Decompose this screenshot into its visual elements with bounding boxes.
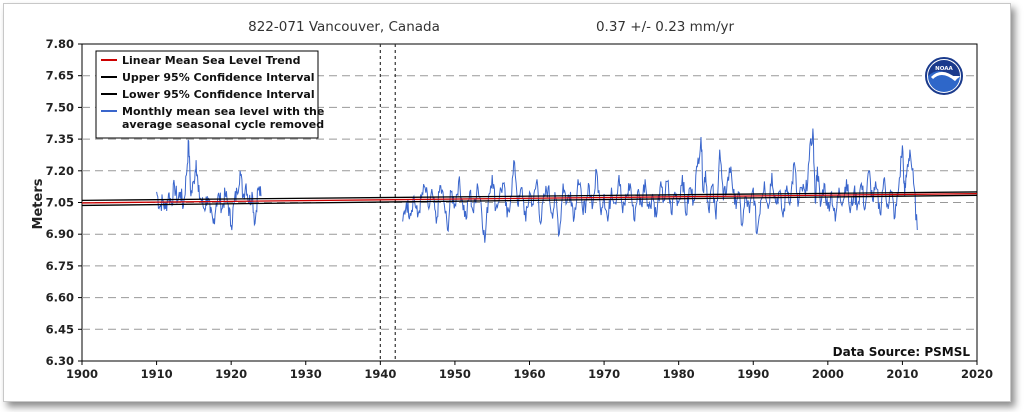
x-tick-label: 1980 [663, 367, 695, 381]
legend-label-lower: Lower 95% Confidence Interval [122, 88, 315, 101]
y-tick-label: 6.60 [46, 291, 74, 305]
data-source-label: Data Source: PSMSL [833, 345, 971, 359]
trend-lines [81, 191, 978, 207]
x-tick-label: 1960 [513, 367, 545, 381]
upper-ci-line [81, 191, 978, 202]
y-tick-label: 7.20 [46, 164, 74, 178]
x-tick-label: 1910 [141, 367, 173, 381]
y-axis-ticks: 7.80 7.65 7.50 7.35 7.20 7.05 6.90 6.75 6.60 6.45… [46, 37, 82, 368]
x-tick-label: 2020 [961, 367, 993, 381]
y-tick-label: 6.90 [46, 227, 74, 241]
sea-level-chart: 822-071 Vancouver, Canada 0.37 +/- 0.23 … [31, 19, 993, 381]
legend-label-trend: Linear Mean Sea Level Trend [122, 54, 300, 67]
monthly-series-line [402, 128, 918, 243]
legend-box [95, 50, 319, 139]
x-tick-label: 2000 [812, 367, 844, 381]
x-tick-label: 1950 [439, 367, 471, 381]
y-tick-label: 6.30 [46, 354, 74, 368]
noaa-logo: NOAA [925, 57, 963, 95]
x-axis-ticks: 1900 1910 1920 1930 1940 1950 1960 1970 1980 1990… [66, 361, 993, 381]
monthly-mean-series [156, 128, 918, 243]
x-tick-label: 1990 [737, 367, 769, 381]
y-tick-label: 7.35 [46, 132, 74, 146]
trend-line [81, 192, 978, 204]
y-tick-label: 6.75 [46, 259, 74, 273]
x-tick-label: 1970 [588, 367, 620, 381]
monthly-series-line [156, 139, 262, 231]
trend-rate-label: 0.37 +/- 0.23 mm/yr [596, 19, 735, 35]
legend-label-upper: Upper 95% Confidence Interval [122, 71, 315, 84]
y-axis-label: Meters [31, 178, 46, 229]
x-tick-label: 1940 [364, 367, 396, 381]
x-tick-label: 1930 [290, 367, 322, 381]
y-tick-label: 6.45 [46, 322, 74, 336]
legend: Linear Mean Sea Level Trend Upper 95% Co… [95, 50, 328, 139]
x-tick-label: 1920 [215, 367, 247, 381]
chart-title: 822-071 Vancouver, Canada [248, 19, 440, 35]
y-tick-label: 7.65 [46, 69, 74, 83]
y-tick-label: 7.50 [46, 100, 74, 114]
y-tick-label: 7.05 [46, 196, 74, 210]
svg-text:NOAA: NOAA [935, 66, 953, 72]
x-tick-label: 2010 [886, 367, 918, 381]
y-tick-label: 7.80 [46, 37, 74, 51]
lower-ci-line [81, 194, 978, 207]
x-tick-label: 1900 [66, 367, 98, 381]
chart-frame: 822-071 Vancouver, Canada 0.37 +/- 0.23 … [3, 3, 1011, 402]
legend-label-monthly: Monthly mean sea level with the average … [122, 105, 328, 131]
